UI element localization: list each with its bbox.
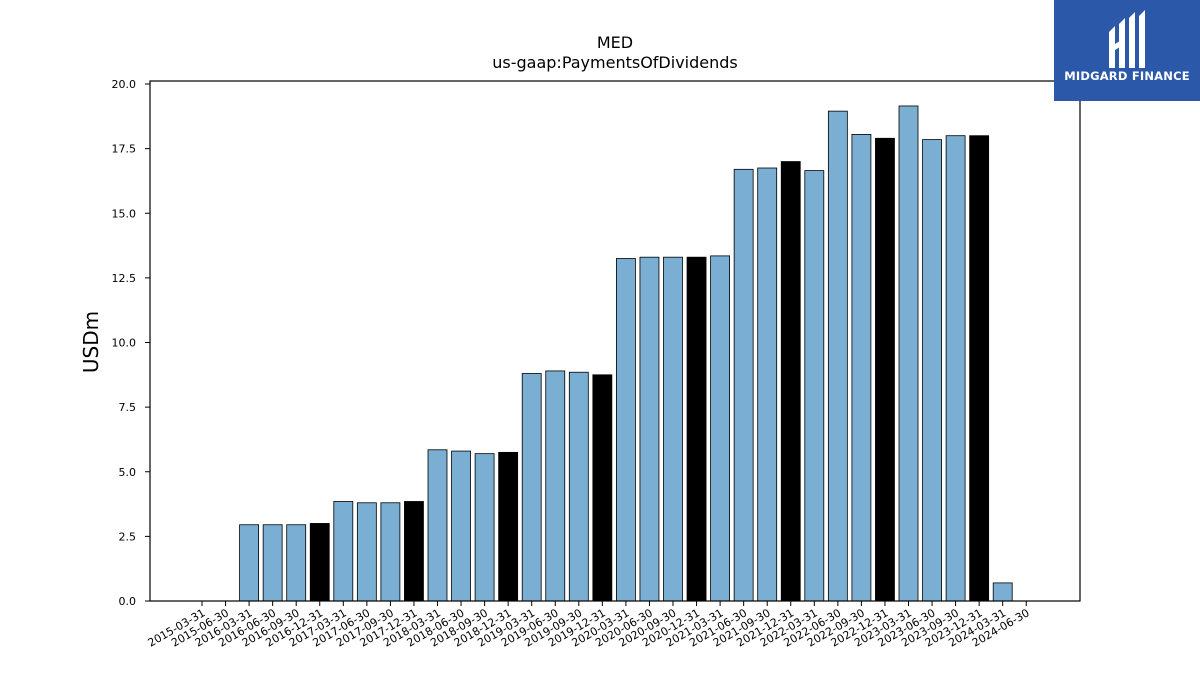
brand-name: MIDGARD FINANCE	[1064, 69, 1190, 83]
bar-2018-09-30	[474, 453, 495, 602]
y-tick-label-17.5: 17.5	[112, 143, 137, 156]
bar-2022-12-31	[875, 137, 895, 602]
bar-2022-06-30	[827, 110, 848, 602]
bar-2022-09-30	[851, 134, 872, 602]
y-tick-label-7.5: 7.5	[119, 401, 137, 414]
y-tick-label-20.0: 20.0	[112, 78, 137, 91]
bar-2018-06-30	[451, 450, 471, 602]
bar-2021-06-30	[733, 168, 754, 602]
bar-2017-09-30	[380, 502, 401, 602]
y-tick-label-12.5: 12.5	[112, 272, 137, 285]
bar-2019-03-31	[521, 373, 542, 602]
bar-2021-09-30	[757, 167, 778, 602]
bar-2019-06-30	[545, 370, 566, 602]
bar-2017-12-31	[404, 501, 424, 602]
bar-2023-03-31	[898, 105, 919, 602]
x-axis: 2015-03-312015-06-302016-03-312016-06-30…	[146, 601, 1032, 650]
brand-logo: MIDGARD FINANCE	[1054, 0, 1200, 101]
bar-2023-09-30	[945, 135, 966, 602]
y-tick-label-0.0: 0.0	[119, 595, 137, 608]
bar-2016-03-31	[239, 524, 260, 602]
y-tick-label-10.0: 10.0	[112, 337, 137, 350]
chart-subtitle: us-gaap:PaymentsOfDividends	[492, 53, 737, 72]
bar-2018-03-31	[427, 449, 448, 602]
y-tick-label-15.0: 15.0	[112, 207, 137, 220]
bar-2016-06-30	[262, 524, 283, 602]
bar-2021-03-31	[710, 255, 730, 602]
y-tick-label-5.0: 5.0	[119, 466, 137, 479]
bar-2020-09-30	[663, 256, 683, 602]
bar-2016-09-30	[286, 524, 307, 602]
bar-2022-03-31	[804, 170, 825, 602]
plot-frame	[149, 80, 1081, 602]
chart-title: MED	[597, 33, 633, 52]
bar-2020-12-31	[686, 256, 707, 602]
bar-2020-06-30	[639, 256, 660, 602]
bar-2016-12-31	[309, 523, 330, 602]
bar-2017-03-31	[333, 501, 354, 602]
bar-2019-09-30	[568, 371, 589, 602]
y-tick-label-2.5: 2.5	[119, 530, 137, 543]
bars-group	[239, 105, 1013, 602]
y-axis-label: USDm	[79, 311, 103, 373]
bar-2023-12-31	[969, 135, 990, 602]
bar-2023-06-30	[922, 139, 942, 602]
bar-2020-03-31	[616, 258, 636, 602]
bar-2021-12-31	[780, 161, 801, 602]
bar-2018-12-31	[498, 451, 519, 602]
bar-2024-03-31	[992, 582, 1013, 602]
midgard-logo-icon	[1109, 10, 1145, 68]
y-axis: 0.0 2.5 5.0 7.5 10.0 12.5 15.0 17.5 20.0	[112, 78, 150, 608]
bar-2017-06-30	[356, 502, 377, 602]
bar-2019-12-31	[592, 374, 613, 602]
